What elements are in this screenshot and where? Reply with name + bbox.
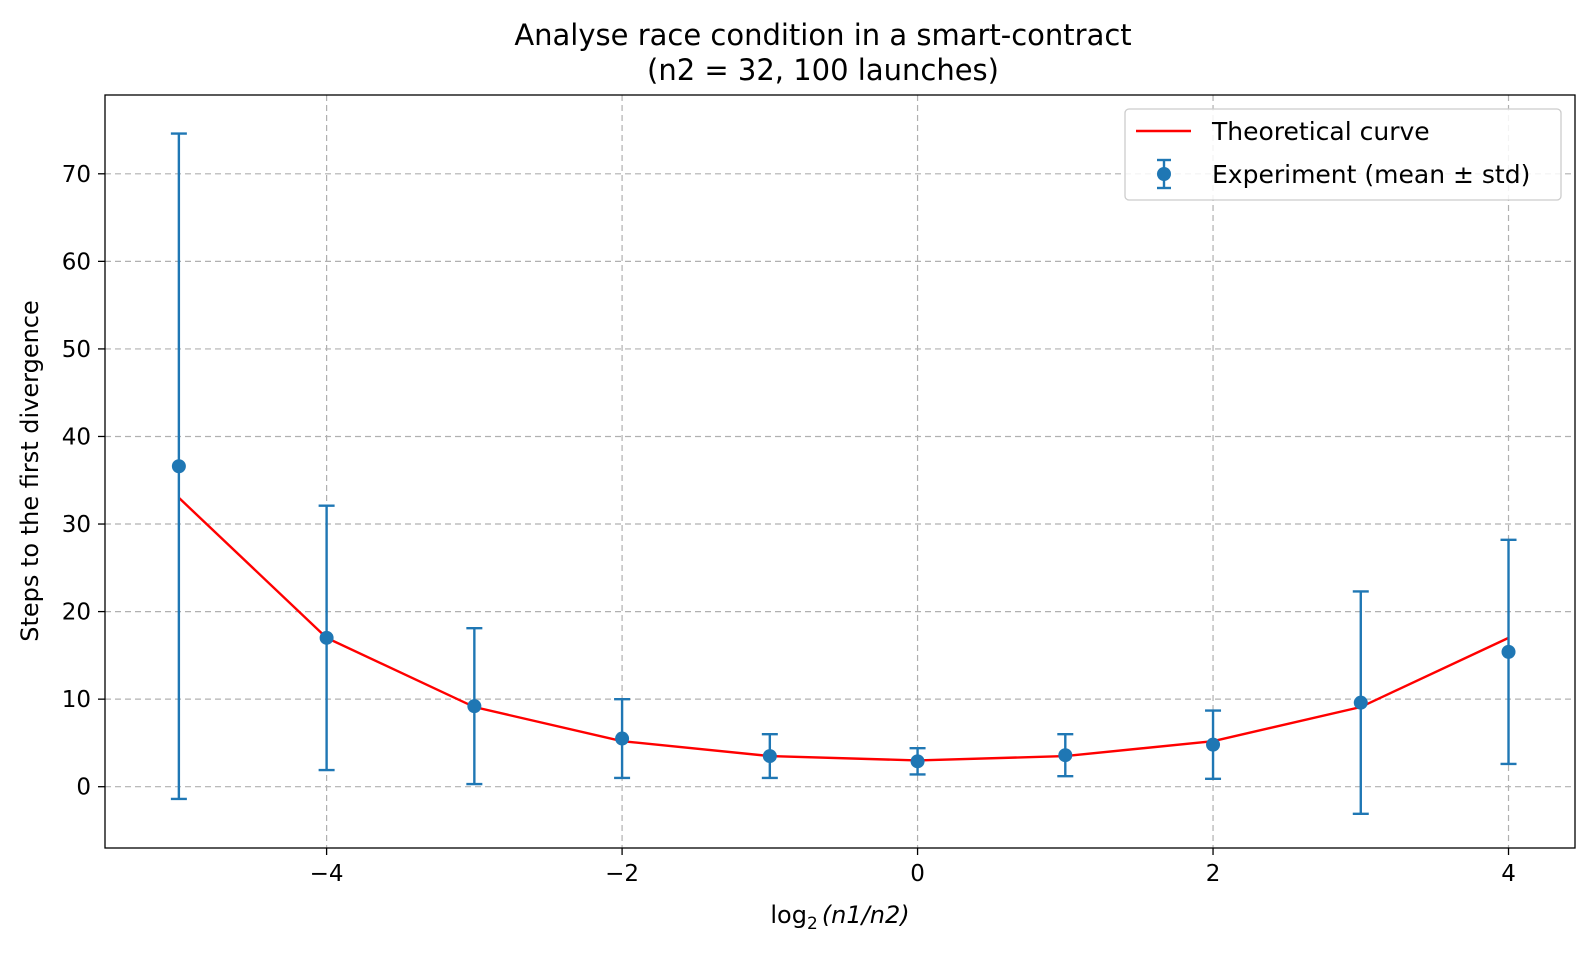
y-axis-label: Steps to the first divergence [16,300,44,642]
experiment-point [1353,695,1368,710]
y-tick-label: 30 [62,512,91,538]
x-axis-label-expr: (n1/n2) [822,901,910,929]
y-tick-label: 70 [62,162,91,188]
experiment-point [171,459,186,474]
legend-label-experiment: Experiment (mean ± std) [1212,160,1530,189]
chart-title-line-2: (n2 = 32, 100 launches) [647,53,999,87]
experiment-errorbar [614,697,631,780]
experiment-point [1206,737,1221,752]
series-layer [170,132,1517,816]
experiment-errorbar [909,746,926,776]
x-tick-label: −4 [310,861,344,887]
experiment-point [910,754,925,769]
x-tick-label: −2 [605,861,639,887]
experiment-point [762,749,777,764]
theoretical-curve-line [178,496,1510,762]
x-axis-label: log2 (n1/n2) [770,901,909,934]
plot-frame [104,94,1576,849]
experiment-point [615,731,630,746]
experiment-errorbar [1352,590,1369,816]
y-tick-label: 60 [62,249,91,275]
experiment-errorbar [466,627,483,786]
experiment-errorbar [1057,732,1074,778]
x-tick-label: 0 [910,861,925,887]
experiment-errorbar [1205,709,1222,781]
x-axis-label-base: 2 [807,914,818,934]
experiment-errorbar [318,504,335,772]
experiment-point [1058,748,1073,763]
legend-label-theoretical: Theoretical curve [1211,117,1430,146]
experiment-errorbar [170,132,187,801]
chart-title-line-1: Analyse race condition in a smart-contra… [514,18,1131,52]
y-tick-label: 40 [62,424,91,450]
x-tick-label: 2 [1206,861,1221,887]
experiment-point [1501,644,1516,659]
y-tick-label: 0 [76,775,91,801]
x-tick-label: 4 [1501,861,1516,887]
plot-area [105,95,1575,848]
legend-errorbar-swatch [1157,158,1171,190]
experiment-errorbar [761,732,778,780]
legend-box [1124,108,1562,201]
y-tick-label: 10 [62,687,91,713]
experiment-point [319,630,334,645]
y-tick-label: 50 [62,337,91,363]
y-tick-label: 20 [62,600,91,626]
experiment-point [467,699,482,714]
legend: Theoretical curve Experiment (mean ± std… [1124,108,1562,201]
x-axis-label-log: log [770,901,807,929]
experiment-errorbar [1500,538,1517,766]
